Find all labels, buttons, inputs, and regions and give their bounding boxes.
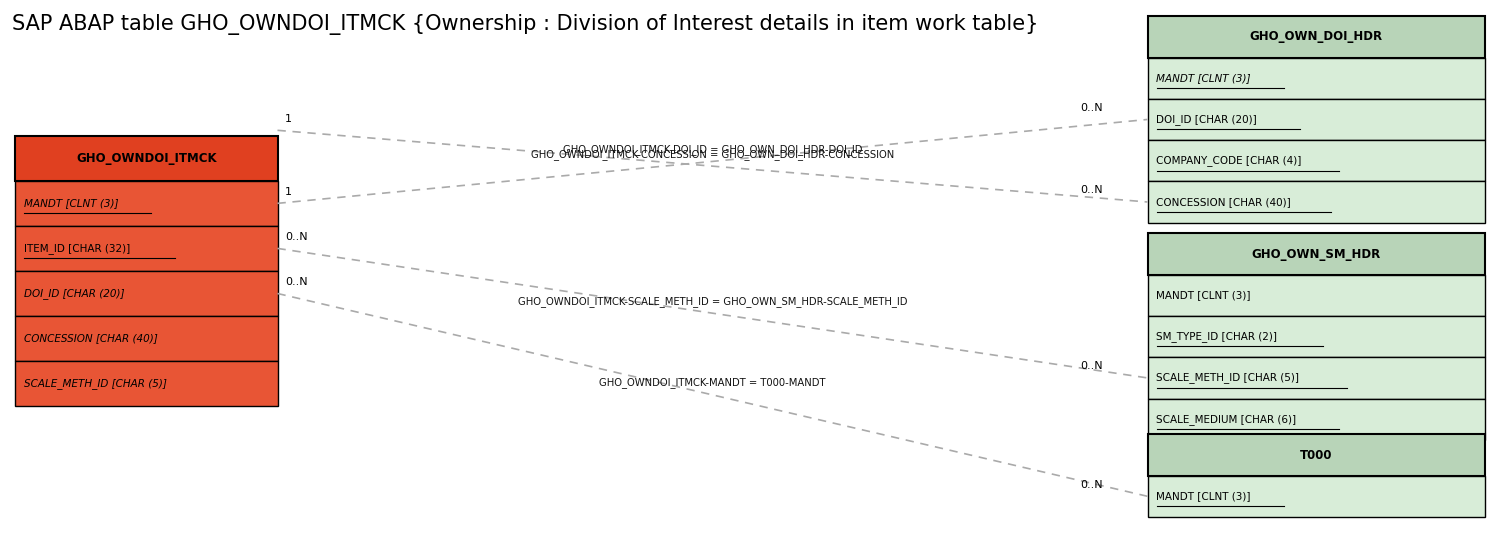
Text: GHO_OWNDOI_ITMCK-DOI_ID = GHO_OWN_DOI_HDR-DOI_ID: GHO_OWNDOI_ITMCK-DOI_ID = GHO_OWN_DOI_HD… xyxy=(562,144,862,155)
Text: 0..N: 0..N xyxy=(1080,480,1102,490)
FancyBboxPatch shape xyxy=(1148,434,1485,476)
FancyBboxPatch shape xyxy=(1148,476,1485,517)
Text: 0..N: 0..N xyxy=(1080,362,1102,371)
Text: 0..N: 0..N xyxy=(285,277,308,287)
FancyBboxPatch shape xyxy=(1148,181,1485,223)
Text: MANDT [CLNT (3)]: MANDT [CLNT (3)] xyxy=(1156,73,1251,83)
FancyBboxPatch shape xyxy=(1148,16,1485,58)
Text: CONCESSION [CHAR (40)]: CONCESSION [CHAR (40)] xyxy=(1156,197,1292,207)
FancyBboxPatch shape xyxy=(1148,99,1485,140)
FancyBboxPatch shape xyxy=(15,226,278,271)
Text: MANDT [CLNT (3)]: MANDT [CLNT (3)] xyxy=(1156,291,1251,300)
Text: MANDT [CLNT (3)]: MANDT [CLNT (3)] xyxy=(1156,491,1251,501)
Text: DOI_ID [CHAR (20)]: DOI_ID [CHAR (20)] xyxy=(24,288,124,299)
Text: SAP ABAP table GHO_OWNDOI_ITMCK {Ownership : Division of Interest details in ite: SAP ABAP table GHO_OWNDOI_ITMCK {Ownersh… xyxy=(12,14,1038,35)
Text: SM_TYPE_ID [CHAR (2)]: SM_TYPE_ID [CHAR (2)] xyxy=(1156,331,1278,342)
FancyBboxPatch shape xyxy=(1148,233,1485,275)
FancyBboxPatch shape xyxy=(15,361,278,406)
Text: T000: T000 xyxy=(1300,449,1332,462)
Text: GHO_OWNDOI_ITMCK: GHO_OWNDOI_ITMCK xyxy=(76,152,216,165)
Text: 1: 1 xyxy=(285,187,292,197)
Text: GHO_OWNDOI_ITMCK-SCALE_METH_ID = GHO_OWN_SM_HDR-SCALE_METH_ID: GHO_OWNDOI_ITMCK-SCALE_METH_ID = GHO_OWN… xyxy=(518,296,908,307)
FancyBboxPatch shape xyxy=(1148,399,1485,440)
Text: 0..N: 0..N xyxy=(285,232,308,242)
FancyBboxPatch shape xyxy=(15,316,278,361)
Text: 0..N: 0..N xyxy=(1080,186,1102,195)
FancyBboxPatch shape xyxy=(1148,275,1485,316)
Text: ITEM_ID [CHAR (32)]: ITEM_ID [CHAR (32)] xyxy=(24,243,130,254)
Text: GHO_OWN_SM_HDR: GHO_OWN_SM_HDR xyxy=(1251,248,1382,261)
Text: CONCESSION [CHAR (40)]: CONCESSION [CHAR (40)] xyxy=(24,333,158,344)
FancyBboxPatch shape xyxy=(15,136,278,181)
Text: SCALE_METH_ID [CHAR (5)]: SCALE_METH_ID [CHAR (5)] xyxy=(1156,372,1299,383)
FancyBboxPatch shape xyxy=(1148,58,1485,99)
Text: 1: 1 xyxy=(285,114,292,124)
FancyBboxPatch shape xyxy=(1148,316,1485,357)
Text: DOI_ID [CHAR (20)]: DOI_ID [CHAR (20)] xyxy=(1156,114,1257,125)
Text: GHO_OWNDOI_ITMCK-MANDT = T000-MANDT: GHO_OWNDOI_ITMCK-MANDT = T000-MANDT xyxy=(598,377,825,388)
Text: MANDT [CLNT (3)]: MANDT [CLNT (3)] xyxy=(24,198,118,209)
FancyBboxPatch shape xyxy=(15,271,278,316)
Text: GHO_OWNDOI_ITMCK-CONCESSION = GHO_OWN_DOI_HDR-CONCESSION: GHO_OWNDOI_ITMCK-CONCESSION = GHO_OWN_DO… xyxy=(531,149,894,160)
Text: SCALE_MEDIUM [CHAR (6)]: SCALE_MEDIUM [CHAR (6)] xyxy=(1156,414,1296,425)
FancyBboxPatch shape xyxy=(1148,357,1485,399)
Text: SCALE_METH_ID [CHAR (5)]: SCALE_METH_ID [CHAR (5)] xyxy=(24,378,166,389)
FancyBboxPatch shape xyxy=(1148,140,1485,181)
FancyBboxPatch shape xyxy=(15,181,278,226)
Text: COMPANY_CODE [CHAR (4)]: COMPANY_CODE [CHAR (4)] xyxy=(1156,155,1302,166)
Text: GHO_OWN_DOI_HDR: GHO_OWN_DOI_HDR xyxy=(1250,30,1383,43)
Text: 0..N: 0..N xyxy=(1080,103,1102,113)
